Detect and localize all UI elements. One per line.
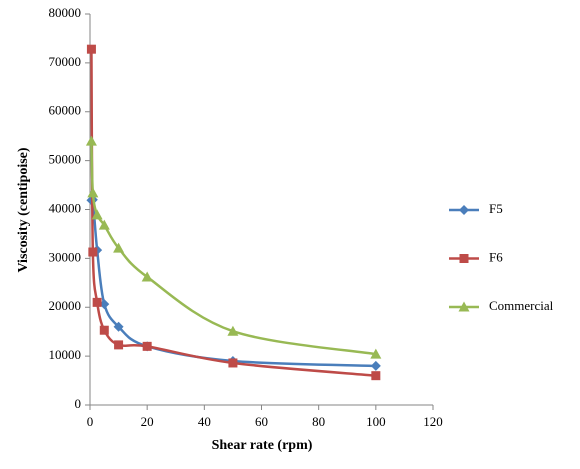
x-tick-label: 100 (366, 414, 386, 429)
marker (370, 360, 381, 371)
marker (370, 348, 382, 359)
y-tick-label: 80000 (49, 5, 82, 20)
x-axis-title: Shear rate (rpm) (212, 438, 313, 453)
x-tick-label: 0 (87, 414, 94, 429)
marker (228, 358, 238, 368)
x-tick-label: 120 (423, 414, 443, 429)
legend-label: Commercial (489, 298, 554, 313)
marker (459, 254, 469, 263)
marker (99, 299, 110, 310)
marker (88, 247, 98, 257)
y-tick-label: 70000 (49, 54, 82, 69)
y-axis-title: Viscosity (centipoise) (16, 147, 31, 272)
marker (141, 271, 153, 282)
marker (458, 301, 470, 312)
y-tick-label: 50000 (49, 152, 82, 167)
x-tick-label: 20 (141, 414, 154, 429)
marker (92, 297, 102, 307)
marker (85, 135, 97, 146)
marker (87, 187, 99, 198)
marker (98, 219, 110, 230)
series-line (90, 194, 376, 368)
series-line (90, 141, 377, 356)
marker (99, 325, 109, 335)
legend-label: F5 (489, 201, 503, 216)
marker (227, 325, 239, 336)
marker (459, 205, 469, 215)
marker (142, 341, 152, 351)
x-tick-label: 40 (198, 414, 211, 429)
legend-label: F6 (489, 249, 503, 264)
x-tick-label: 80 (312, 414, 325, 429)
y-tick-label: 20000 (49, 298, 82, 313)
marker (371, 371, 381, 381)
marker (86, 44, 96, 54)
x-tick-label: 60 (255, 414, 268, 429)
y-tick-label: 40000 (49, 200, 82, 215)
y-tick-label: 10000 (49, 347, 82, 362)
y-tick-label: 30000 (49, 249, 82, 264)
marker (114, 340, 124, 350)
series-line (90, 49, 376, 377)
y-tick-label: 60000 (49, 103, 82, 118)
marker (113, 242, 125, 253)
y-tick-label: 0 (75, 396, 82, 411)
marker (113, 321, 124, 332)
marker (91, 209, 103, 220)
